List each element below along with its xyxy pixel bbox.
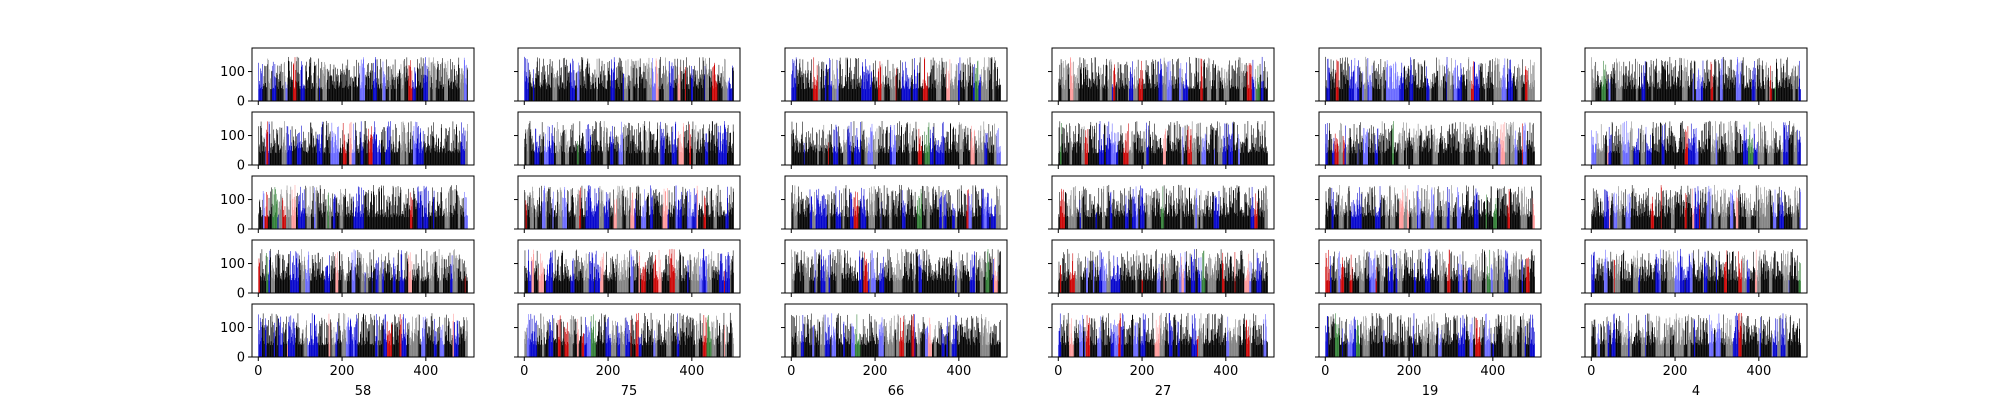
bar-series: [1058, 57, 1268, 101]
bar: [1800, 89, 1801, 101]
panel-r1-c3: [781, 48, 1007, 105]
bar-series: [524, 121, 734, 165]
panel-r1-c5: [1315, 48, 1541, 105]
y-tick-label: 0: [237, 159, 245, 174]
bar: [1000, 152, 1001, 165]
bar: [1534, 80, 1535, 101]
bar: [467, 124, 468, 165]
bar-series: [791, 57, 1001, 101]
panel-r2-c2: [514, 112, 740, 169]
y-tick-label: 100: [220, 129, 245, 144]
bar-series: [791, 121, 1001, 165]
bar-series: [1058, 121, 1268, 165]
panel-r1-c2: [514, 48, 740, 105]
bar-series: [524, 57, 734, 101]
y-tick-label: 0: [237, 95, 245, 110]
panel-r2-c4: [1048, 112, 1274, 169]
panel-r1-c1: 0 100: [220, 48, 474, 110]
bar: [733, 132, 734, 165]
bar-series: [1591, 57, 1801, 101]
bar: [467, 70, 468, 101]
bar: [1000, 85, 1001, 101]
bar-series: [1325, 57, 1535, 101]
bar-series: [258, 57, 468, 101]
panel-r1-c4: [1048, 48, 1274, 105]
panel-r1-c6: [1581, 48, 1807, 105]
bar: [733, 71, 734, 101]
y-tick-label: 100: [220, 65, 245, 80]
panel-r2-c3: [781, 112, 1007, 169]
bar: [1267, 77, 1268, 101]
panel-r2-c1: 0 100: [220, 112, 474, 174]
bar-series: [258, 121, 468, 165]
